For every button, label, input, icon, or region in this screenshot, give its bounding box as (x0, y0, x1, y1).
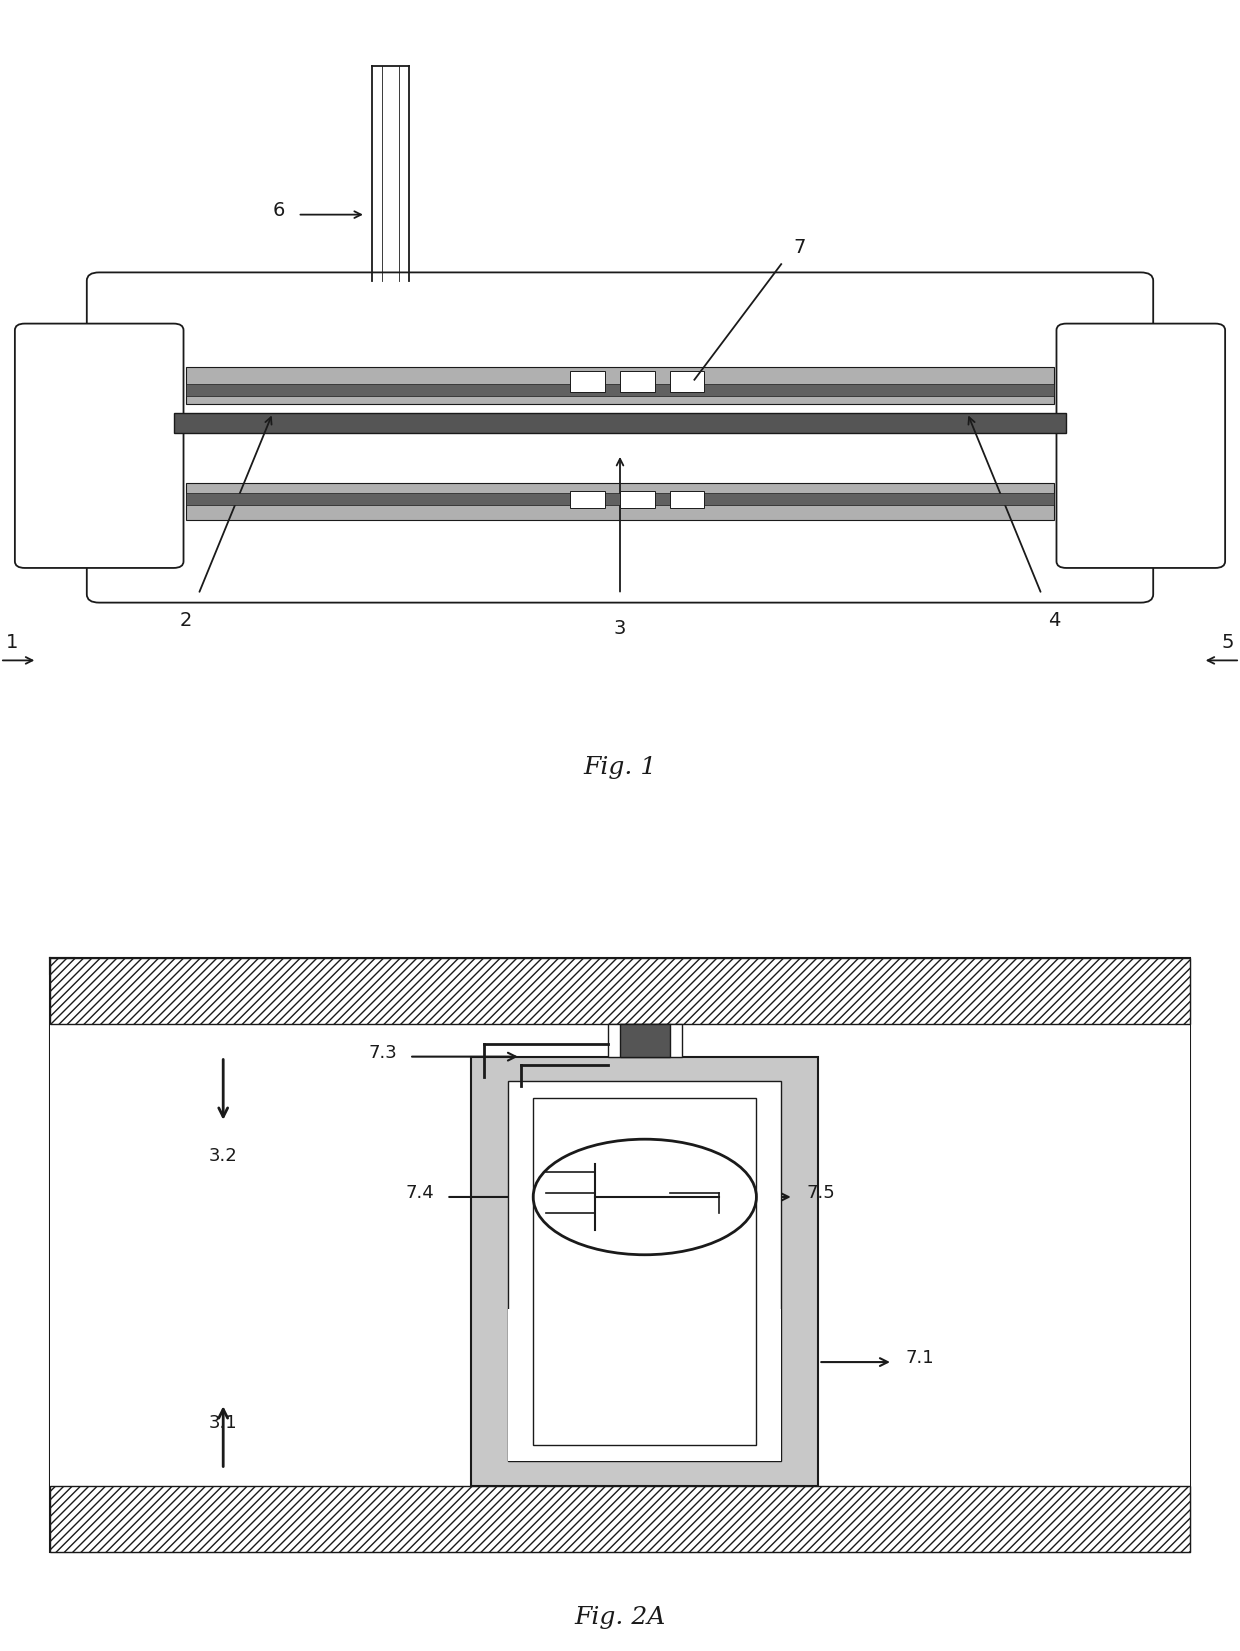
Bar (50, 1024, 1190, 1486)
Text: 1: 1 (6, 632, 19, 652)
Bar (620, 371, 655, 393)
Bar (620, 492, 655, 509)
Text: 7.4: 7.4 (405, 1184, 434, 1202)
Bar (50, 958, 1190, 1552)
Bar (50, 958, 1190, 1024)
Bar (670, 371, 704, 393)
Text: 7.2: 7.2 (630, 1296, 660, 1313)
Bar (570, 371, 605, 393)
FancyBboxPatch shape (15, 324, 184, 568)
Text: 7.3: 7.3 (368, 1043, 397, 1062)
FancyBboxPatch shape (87, 272, 1153, 603)
Text: Fig. 2A: Fig. 2A (574, 1606, 666, 1630)
Bar (608, 1024, 682, 1057)
Bar (570, 492, 605, 509)
Bar (670, 492, 704, 509)
Bar (508, 1081, 781, 1461)
Bar (174, 413, 1066, 434)
FancyBboxPatch shape (1056, 324, 1225, 568)
Bar (186, 494, 1054, 505)
Text: 6: 6 (273, 201, 285, 220)
Bar (50, 1486, 1190, 1552)
Text: 7.1: 7.1 (905, 1349, 934, 1367)
Text: Fig. 1: Fig. 1 (583, 756, 657, 779)
Text: 3: 3 (614, 619, 626, 639)
Bar (471, 1057, 818, 1486)
Bar (186, 368, 1054, 404)
Text: 3.1: 3.1 (208, 1415, 238, 1433)
Text: 2: 2 (180, 611, 192, 631)
Bar (508, 1309, 781, 1461)
Bar (186, 385, 1054, 396)
Text: 7: 7 (794, 238, 806, 258)
Text: 5: 5 (1221, 632, 1234, 652)
Text: 4: 4 (1048, 611, 1060, 631)
Text: 7.5: 7.5 (806, 1184, 835, 1202)
Bar (620, 1024, 670, 1057)
Bar (533, 1098, 756, 1445)
Text: 3.2: 3.2 (208, 1147, 238, 1164)
Bar (186, 482, 1054, 520)
